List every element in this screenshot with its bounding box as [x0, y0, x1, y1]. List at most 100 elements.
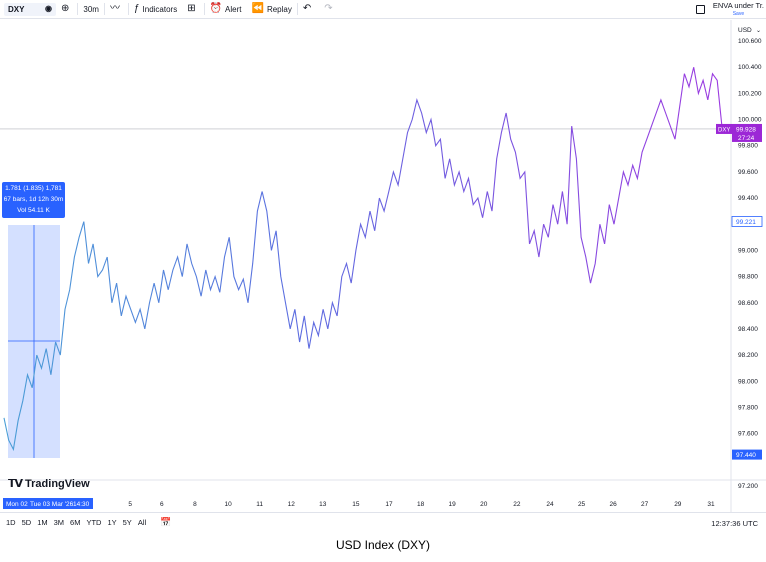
replay-icon: ⏪ — [251, 3, 264, 14]
eye-icon[interactable]: ◉ — [45, 4, 52, 13]
range-buttons: 1D 5D 1M 3M 6M YTD 1Y 5Y All — [0, 518, 146, 527]
time-tick-label: 10 — [224, 501, 232, 508]
time-tick-label: 8 — [193, 501, 197, 508]
redo-icon: ↷ — [324, 3, 333, 14]
time-tick-label: 18 — [417, 501, 425, 508]
currency-chevron-icon[interactable]: ⌄ — [756, 28, 761, 34]
range-button[interactable]: 1M — [37, 518, 48, 527]
measure-tooltip: 1.781 (1.835) 1,781 67 bars, 1d 12h 30m … — [2, 182, 65, 218]
save-label: Save — [732, 10, 745, 17]
figure-caption: USD Index (DXY) — [335, 538, 431, 552]
range-button[interactable]: 5Y — [122, 518, 132, 527]
replay-label: Replay — [266, 4, 292, 14]
time-tick-label: 27 — [641, 501, 649, 508]
range-button[interactable]: 1Y — [107, 518, 117, 527]
time-tick-label: 5 — [128, 501, 132, 508]
tradingview-logo-icon: 𝗧𝗩 — [8, 478, 23, 490]
chart-type-button[interactable]: 〰 — [105, 0, 128, 19]
time-tick-label: 19 — [449, 501, 457, 508]
range-button[interactable]: 6M — [70, 518, 81, 527]
price-tick-label: 98.400 — [738, 326, 758, 333]
time-tick-label: 15 — [352, 501, 360, 508]
time-tick-label: 22 — [513, 501, 521, 508]
price-series-line — [3, 67, 723, 452]
price-tick-label: 99.400 — [738, 195, 758, 202]
range-button[interactable]: 1D — [6, 518, 16, 527]
time-tick-label: 25 — [578, 501, 586, 508]
measure-bars: 67 bars, 1d 12h 30m — [3, 196, 64, 203]
price-tick-label: 99.000 — [738, 247, 758, 254]
time-tick-label: 26 — [609, 501, 617, 508]
price-tick-label: 97.800 — [738, 404, 758, 411]
last-price-bg — [732, 123, 762, 142]
measure-volume: Vol 54.11 K — [17, 207, 50, 214]
range-button[interactable]: All — [137, 518, 147, 527]
layout-name-label: ENVA under Tr. — [712, 0, 764, 10]
time-tick-label: 17 — [385, 501, 393, 508]
indicators-label: Indicators — [142, 4, 178, 14]
price-tick-label: 98.600 — [738, 300, 758, 307]
alert-label: Alert — [225, 4, 242, 14]
measure-start-label: Mon 02 — [6, 501, 28, 508]
range-button[interactable]: 5D — [21, 518, 32, 527]
replay-button[interactable]: ⏪ Replay — [247, 0, 297, 19]
time-axis[interactable]: 5 6 8 10 11 12 13 15 17 18 19 20 22 24 25 26 27 29 31 — [128, 501, 715, 508]
last-price-symbol-bg — [716, 123, 732, 134]
layout-name[interactable]: ENVA under Tr. Save — [712, 0, 764, 18]
price-tick-label: 97.600 — [738, 431, 758, 438]
bar-countdown-label: 27:24 — [738, 135, 755, 142]
price-axis[interactable]: 97.200 97.600 97.800 98.000 98.200 98.400 98.6… — [738, 38, 762, 490]
measure-start-date-bg — [3, 498, 93, 509]
line-chart-icon: 〰 — [109, 3, 120, 14]
alarm-clock-icon: ⏰ — [209, 3, 223, 14]
time-tick-label: 20 — [480, 501, 488, 508]
range-bar: 1D 5D 1M 3M 6M YTD 1Y 5Y All 📅 12:37:36 UTC — [0, 512, 766, 532]
range-button[interactable]: YTD — [86, 518, 102, 527]
symbol-search[interactable]: DXY ◉ — [4, 2, 56, 16]
last-price-symbol: DXY — [718, 127, 730, 133]
price-tick-label: 99.600 — [738, 169, 758, 176]
interval-button[interactable]: 30m — [78, 0, 104, 19]
top-toolbar: DXY ◉ ⊕ 30m 〰 ƒ Indicators ⊞ ⏰ Alert ⏪ R… — [0, 0, 766, 19]
undo-button[interactable]: ↶ — [298, 0, 319, 19]
plus-circle-icon: ⊕ — [61, 3, 70, 14]
date-range-icon[interactable]: 📅 — [160, 517, 172, 527]
price-label-bg — [731, 216, 763, 227]
toolbar-divider — [77, 3, 79, 15]
compare-button[interactable]: ⊕ — [56, 0, 77, 19]
utc-clock[interactable]: 12:37:36 UTC — [711, 519, 758, 528]
undo-icon: ↶ — [302, 3, 312, 14]
alert-button[interactable]: ⏰ Alert — [205, 0, 247, 19]
range-button[interactable]: 3M — [53, 518, 65, 527]
layout-grid-icon: ⊞ — [187, 3, 196, 14]
interval-label: 30m — [83, 4, 99, 14]
toolbar-divider — [296, 3, 298, 15]
time-tick-label: 11 — [256, 501, 263, 508]
measure-change: 1.781 (1.835) 1,781 — [5, 185, 62, 192]
plot-area — [0, 20, 731, 480]
tradingview-logo-text: TradingView — [25, 477, 90, 490]
tradingview-logo[interactable]: 𝗧𝗩 TradingView — [8, 477, 90, 491]
select-checkbox[interactable] — [695, 5, 705, 14]
price-label: 97.440 — [736, 452, 756, 459]
time-tick-label: 6 — [160, 501, 164, 508]
price-tick-label: 98.000 — [738, 378, 758, 385]
price-chart[interactable]: 97.200 97.600 97.800 98.000 98.200 98.400 98.6… — [0, 20, 766, 512]
time-tick-label: 31 — [707, 501, 715, 508]
layouts-button[interactable]: ⊞ — [182, 0, 203, 19]
time-tick-label: 13 — [319, 501, 327, 508]
price-tick-label: 100.200 — [738, 90, 762, 97]
price-label-bg — [732, 449, 762, 460]
price-labels: 99.221 97.440 DXY 99.928 27:24 — [716, 123, 763, 460]
redo-button[interactable]: ↷ — [319, 0, 340, 19]
indicators-icon: ƒ — [133, 3, 140, 14]
currency-label[interactable]: USD — [738, 27, 752, 34]
price-label: 99.221 — [736, 219, 756, 226]
toolbar-divider — [127, 3, 129, 15]
indicators-button[interactable]: ƒ Indicators — [129, 0, 182, 19]
measure-end-time: 14:30 — [73, 501, 90, 508]
measure-end-label: Tue 03 Mar '26 — [30, 501, 74, 508]
price-tick-label: 97.200 — [738, 483, 758, 490]
price-tick-label: 100.000 — [738, 117, 762, 124]
time-tick-label: 12 — [288, 501, 296, 508]
